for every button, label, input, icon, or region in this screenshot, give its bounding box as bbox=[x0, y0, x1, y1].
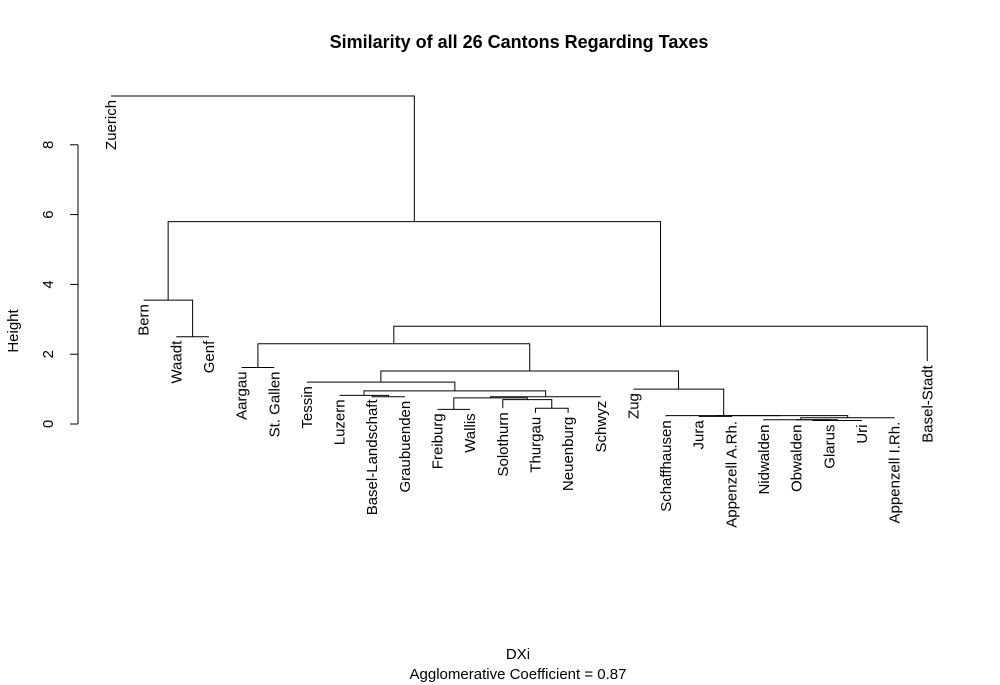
x-axis-label: DXi bbox=[506, 646, 530, 663]
leaf-label: Jura bbox=[691, 420, 708, 450]
leaf-label: Zuerich bbox=[103, 100, 120, 150]
dendrogram-branch bbox=[698, 415, 732, 418]
y-tick-label: 6 bbox=[40, 210, 57, 218]
leaf-labels: Zuerich Bern Waadt Genf Aargau St. Gallen Tess… bbox=[103, 100, 936, 528]
leaf-label: St. Gallen bbox=[266, 371, 283, 437]
leaf-label: Uri bbox=[854, 425, 871, 444]
dendrogram-branch bbox=[380, 370, 680, 390]
leaf-label: Aargau bbox=[234, 371, 251, 419]
y-tick-label: 2 bbox=[40, 350, 57, 358]
leaf-label: Appenzell A.Rh. bbox=[723, 421, 740, 528]
dendrogram-branch bbox=[800, 417, 895, 420]
leaf-label: Waadt bbox=[168, 340, 185, 384]
leaf-label: Neuenburg bbox=[560, 417, 577, 491]
leaf-label: Graubuenden bbox=[397, 401, 414, 493]
dendrogram-branch bbox=[167, 221, 662, 327]
leaf-label: Genf bbox=[201, 340, 218, 373]
leaf-label: Wallis bbox=[462, 413, 479, 452]
leaf-label: Freiburg bbox=[430, 413, 447, 469]
leaf-label: Appenzell I.Rh. bbox=[887, 422, 904, 524]
leaf-label: Basel-Stadt bbox=[919, 364, 936, 442]
leaf-label: Zug bbox=[625, 393, 642, 419]
dendrogram-branch bbox=[306, 381, 456, 391]
leaf-label: Basel-Landschaft bbox=[364, 399, 381, 516]
y-tick-label: 4 bbox=[40, 280, 57, 288]
y-tick-label: 0 bbox=[40, 420, 57, 428]
dendrogram-branch bbox=[502, 399, 553, 409]
leaf-label: Luzern bbox=[332, 399, 349, 445]
leaf-label: Obwalden bbox=[789, 425, 806, 493]
dendrogram-branch bbox=[143, 299, 194, 337]
y-axis: 0 2 4 6 8 bbox=[40, 141, 79, 428]
y-axis-label: Height bbox=[5, 308, 22, 352]
leaf-label: Glarus bbox=[821, 425, 838, 469]
dendrogram-branches bbox=[111, 95, 928, 422]
chart-title: Similarity of all 26 Cantons Regarding T… bbox=[330, 32, 709, 52]
leaf-label: Schwyz bbox=[593, 401, 610, 453]
leaf-label: Tessin bbox=[299, 386, 316, 429]
leaf-label: Nidwalden bbox=[756, 425, 773, 495]
dendrogram-branch bbox=[665, 415, 782, 417]
dendrogram-branch bbox=[490, 396, 601, 398]
dendrogram-branch bbox=[363, 390, 547, 397]
dendrogram-branch bbox=[111, 95, 415, 222]
leaf-label: Schaffhausen bbox=[658, 420, 675, 511]
dendrogram-branch bbox=[339, 394, 390, 397]
dendrogram-branch bbox=[633, 388, 725, 416]
leaf-label: Solothurn bbox=[495, 412, 512, 476]
y-tick-label: 8 bbox=[40, 141, 57, 149]
chart-subtitle: Agglomerative Coefficient = 0.87 bbox=[410, 666, 627, 683]
dendrogram-branch bbox=[257, 343, 531, 371]
leaf-label: Bern bbox=[136, 304, 153, 336]
leaf-label: Thurgau bbox=[527, 417, 544, 473]
dendrogram-branch bbox=[534, 407, 569, 413]
